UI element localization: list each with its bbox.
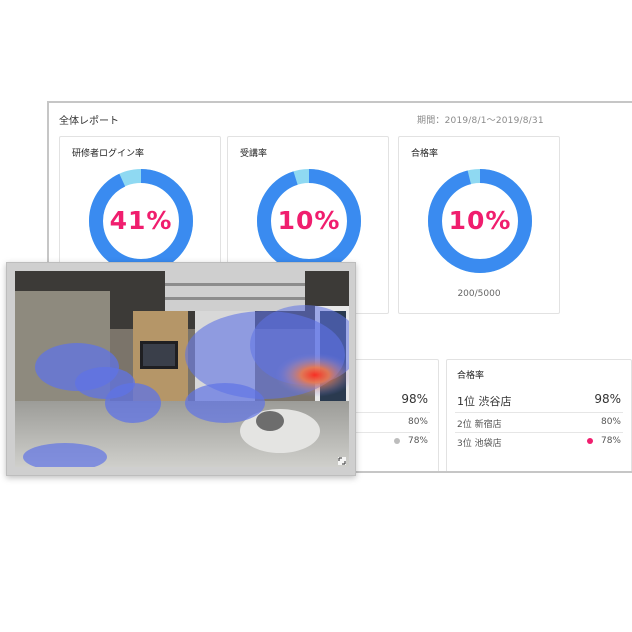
attendance-rate-card[interactable]: 受講率 10% [227, 136, 389, 314]
percent-label: 10% [448, 206, 512, 235]
heatmap-scene-image [15, 271, 349, 467]
ranking-row[interactable]: 2位 新宿店 80% [455, 412, 623, 433]
percent-label: 41% [109, 206, 173, 235]
card-title: 研修者ログイン率 [72, 149, 145, 159]
ranking-row[interactable]: 1位 渋谷店 98% [455, 386, 623, 413]
percent-label: 10% [277, 206, 341, 235]
status-dot-icon [394, 438, 400, 444]
report-period: 期間：2019/8/1〜2019/8/31 [417, 116, 544, 126]
ranking-label: 2位 新宿店 [457, 420, 502, 430]
ranking-value: 78% [600, 436, 621, 446]
pass-rate-donut-chart: 10% [426, 167, 534, 275]
card-subtext: 200/5000 [457, 289, 501, 299]
ranking-value: 98% [401, 392, 428, 406]
ranking-value: 80% [600, 417, 621, 427]
donut-fill [428, 169, 532, 273]
ranking-label: 1位 渋谷店 [457, 395, 512, 408]
report-header: 全体レポート 期間：2019/8/1〜2019/8/31 [49, 103, 632, 133]
ranking-row[interactable]: 78% [262, 432, 430, 450]
ranking-value: 98% [594, 392, 621, 406]
ranking-value: 80% [407, 417, 428, 427]
ranking-title: 合格率 [457, 371, 485, 381]
donut-ring [428, 169, 532, 273]
pass-rate-card[interactable]: 合格率 10% 200/5000 [398, 136, 560, 314]
ranking-row[interactable]: 3位 池袋店 78% [455, 432, 623, 450]
heatmap-viewer-window[interactable] [6, 262, 356, 476]
ranking-card-pass-rate[interactable]: 合格率 1位 渋谷店 98% 2位 新宿店 80% 3位 池袋店 78% [446, 359, 632, 471]
heatmap-view[interactable] [15, 271, 349, 467]
status-dot-icon [587, 438, 593, 444]
card-title: 受講率 [240, 149, 268, 159]
ranking-value: 78% [407, 436, 428, 446]
report-title: 全体レポート [59, 116, 119, 127]
card-title: 合格率 [411, 149, 439, 159]
attendance-rate-donut-chart: 10% [255, 167, 363, 275]
expand-icon[interactable] [338, 457, 346, 465]
login-rate-donut-chart: 41% [87, 167, 195, 275]
ranking-label: 3位 池袋店 [457, 439, 502, 449]
